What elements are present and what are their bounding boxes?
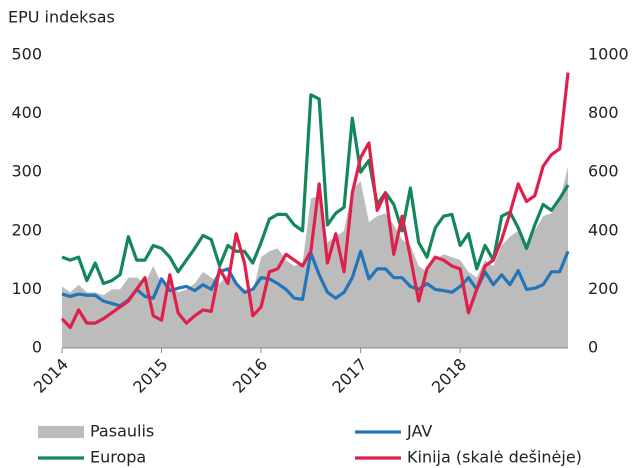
x-tick-label: 2016: [229, 355, 271, 397]
legend-label: Europa: [90, 448, 146, 467]
y2-tick-label: 600: [588, 162, 619, 181]
chart-title: EPU indeksas: [8, 8, 115, 27]
x-tick-label: 2015: [129, 355, 171, 397]
line: [61, 93, 570, 286]
y-tick-label: 500: [11, 45, 42, 64]
y2-tick-label: 1000: [588, 45, 629, 64]
y2-tick-label: 200: [588, 279, 619, 298]
x-tick-label: 2017: [328, 355, 370, 397]
y-tick-label: 200: [11, 220, 42, 239]
line: [60, 72, 570, 330]
legend-label: Pasaulis: [90, 422, 154, 441]
y2-tick-label: 800: [588, 103, 619, 122]
line: [61, 249, 570, 308]
x-tick-label: 2014: [30, 355, 72, 397]
y-tick-label: 300: [11, 162, 42, 181]
area: [62, 166, 568, 348]
y-tick-label: 400: [11, 103, 42, 122]
legend-swatch: [38, 426, 84, 438]
legend-label: JAV: [406, 422, 432, 441]
x-tick-label: 2018: [428, 355, 470, 397]
legend-label: Kinija (skalė dešinėje): [407, 448, 582, 467]
y2-tick-label: 400: [588, 220, 619, 239]
y-tick-label: 100: [11, 279, 42, 298]
y2-tick-label: 0: [588, 338, 598, 357]
y-tick-label: 0: [32, 338, 42, 357]
